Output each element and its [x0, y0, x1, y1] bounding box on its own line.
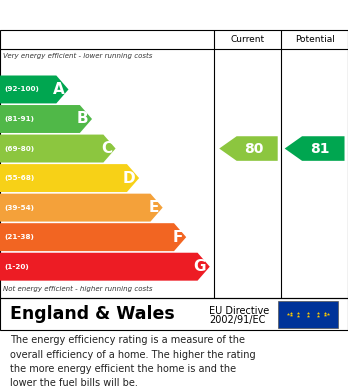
Polygon shape	[0, 194, 163, 222]
Polygon shape	[0, 223, 186, 251]
Text: B: B	[77, 111, 88, 127]
Text: (55-68): (55-68)	[4, 175, 34, 181]
Text: (21-38): (21-38)	[4, 234, 34, 240]
Text: F: F	[172, 230, 183, 245]
Text: EU Directive: EU Directive	[209, 305, 269, 316]
Text: Not energy efficient - higher running costs: Not energy efficient - higher running co…	[3, 285, 153, 292]
Text: (69-80): (69-80)	[4, 145, 34, 152]
Polygon shape	[0, 253, 210, 281]
Text: (81-91): (81-91)	[4, 116, 34, 122]
Text: (39-54): (39-54)	[4, 204, 34, 211]
Polygon shape	[285, 136, 345, 161]
Polygon shape	[0, 164, 139, 192]
Bar	[278, 301, 338, 328]
Text: The energy efficiency rating is a measure of the
overall efficiency of a home. T: The energy efficiency rating is a measur…	[10, 335, 256, 388]
Text: (92-100): (92-100)	[4, 86, 39, 92]
Text: 2002/91/EC: 2002/91/EC	[209, 315, 265, 325]
Text: C: C	[101, 141, 112, 156]
Text: (1-20): (1-20)	[4, 264, 29, 270]
Text: Energy Efficiency Rating: Energy Efficiency Rating	[10, 8, 213, 23]
Text: G: G	[193, 259, 206, 274]
Text: Very energy efficient - lower running costs: Very energy efficient - lower running co…	[3, 53, 153, 59]
Text: Potential: Potential	[295, 35, 334, 44]
Polygon shape	[0, 135, 116, 163]
Polygon shape	[0, 75, 69, 104]
Polygon shape	[219, 136, 278, 161]
Text: D: D	[123, 170, 135, 186]
Text: 80: 80	[244, 142, 263, 156]
Text: E: E	[149, 200, 159, 215]
Text: Current: Current	[230, 35, 265, 44]
Text: 81: 81	[310, 142, 330, 156]
Text: A: A	[53, 82, 65, 97]
Text: England & Wales: England & Wales	[10, 305, 175, 323]
Polygon shape	[0, 105, 92, 133]
